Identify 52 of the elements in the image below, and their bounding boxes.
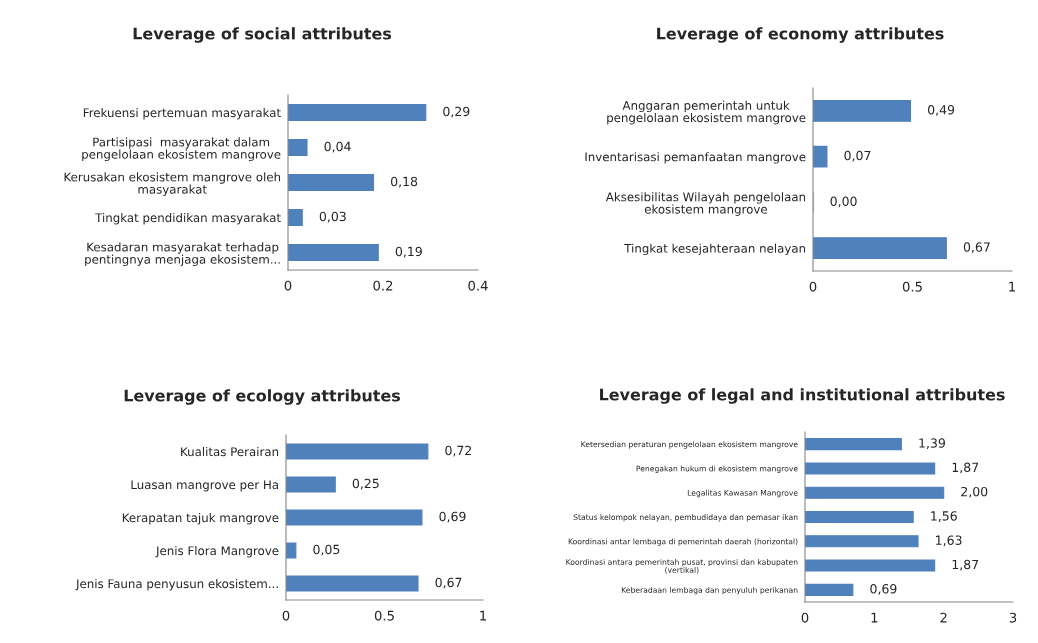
- data-label: 0,67: [963, 242, 990, 254]
- y-tick-label: Tingkat kesejahteraan nelayan: [624, 243, 806, 256]
- x-tick-label: 0: [801, 612, 809, 623]
- y-tick-label: Luasan mangrove per Ha: [131, 480, 278, 492]
- chart-title: Leverage of economy attributes: [657, 27, 944, 43]
- chart-title: Leverage of ecology attributes: [124, 389, 401, 405]
- data-label: 0,67: [435, 577, 462, 589]
- y-tick-label: Inventarisasi pemanfaatan mangrove: [585, 152, 806, 164]
- data-label: 1,39: [919, 438, 945, 450]
- x-tick-label: 2: [940, 612, 947, 623]
- x-tick-label: 0.5: [902, 281, 922, 292]
- y-tick-label: Aksesibilitas Wilayah pengelolaan ekosistem mangrove: [605, 192, 806, 216]
- data-label: 0,25: [352, 478, 379, 490]
- data-label: 0,04: [324, 141, 351, 153]
- x-tick-label: 0: [282, 610, 290, 621]
- data-label: 0,03: [319, 211, 346, 223]
- y-tick-label: Kesadaran masyarakat terhadap pentingnya menjaga ekosistem...: [85, 242, 280, 267]
- y-tick-label: Frekuensi pertemuan masyarakat: [83, 108, 281, 120]
- data-label: 2,00: [961, 486, 988, 498]
- y-tick-label: Kualitas Perairan: [181, 447, 279, 457]
- data-label: 0,69: [870, 584, 897, 595]
- x-tick-label: 0.5: [374, 610, 394, 621]
- x-tick-label: 0.4: [468, 280, 488, 291]
- chart-title: Leverage of social attributes: [133, 27, 392, 43]
- data-label: 0,07: [844, 150, 871, 162]
- chart-title: Leverage of legal and institutional attributes: [600, 388, 1005, 404]
- data-label: 0,19: [395, 246, 422, 258]
- x-tick-label: 3: [1009, 612, 1017, 623]
- x-tick-label: 1: [1009, 281, 1015, 292]
- x-tick-label: 0: [284, 280, 292, 291]
- y-tick-label: Anggaran pemerintah untuk pengelolaan ekosistem mangrove: [607, 100, 806, 125]
- y-tick-label: Kerusakan ekosistem mangrove oleh masyarakat: [64, 172, 281, 197]
- data-label: 1,87: [952, 462, 979, 474]
- data-label: 0,69: [439, 511, 466, 523]
- data-label: 0,29: [443, 106, 470, 118]
- y-tick-label: Tingkat pendidikan masyarakat: [95, 213, 281, 225]
- x-tick-label: 0.2: [373, 280, 393, 291]
- data-label: 1,56: [931, 511, 957, 522]
- y-tick-label: Kerapatan tajuk mangrove: [122, 513, 279, 525]
- data-label: 0,49: [928, 105, 955, 116]
- x-tick-label: 0: [809, 281, 817, 292]
- y-tick-label: Partisipasi masyarakat dalam pengelolaan ekosistem mangrove: [82, 137, 281, 162]
- data-label: 0,05: [313, 544, 340, 556]
- data-label: 0,18: [390, 176, 418, 188]
- data-label: 1,87: [952, 559, 979, 571]
- data-label: 0,00: [830, 196, 857, 208]
- x-tick-label: 1: [871, 612, 878, 623]
- data-label: 0,72: [445, 445, 472, 457]
- y-tick-label: Jenis Fauna penyusun ekosistem...: [75, 579, 278, 591]
- x-tick-label: 1: [480, 610, 486, 621]
- y-tick-label: Jenis Flora Mangrove: [155, 546, 279, 558]
- data-label: 1,63: [936, 535, 962, 547]
